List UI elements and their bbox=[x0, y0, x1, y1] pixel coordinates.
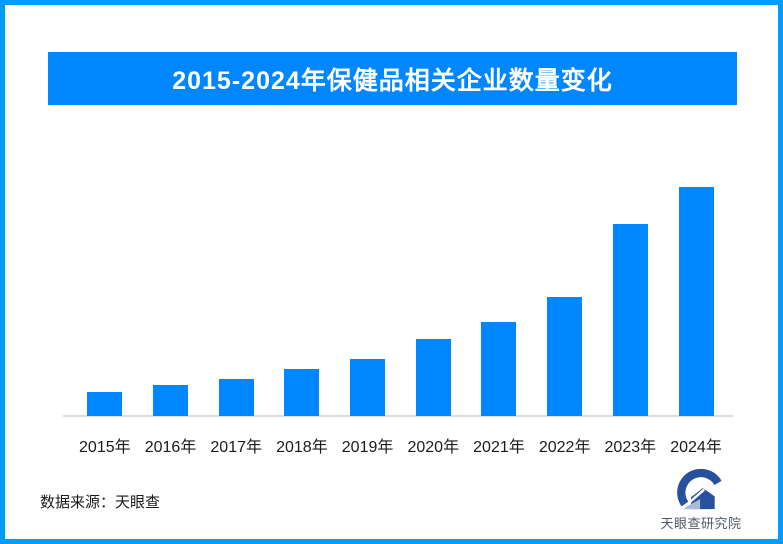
bar-2018年 bbox=[284, 369, 320, 416]
tianyancha-research-logo: 天眼查研究院 bbox=[659, 469, 743, 532]
bar-group-2020年: 2020年 bbox=[400, 187, 466, 457]
tianyancha-eye-icon bbox=[677, 469, 722, 511]
bar-group-2018年: 2018年 bbox=[269, 187, 335, 457]
x-tick-label-2019年: 2019年 bbox=[341, 439, 394, 456]
title-banner: 2015-2024年保健品相关企业数量变化 bbox=[48, 52, 737, 105]
bar-group-2023年: 2023年 bbox=[598, 187, 664, 457]
bar-2024年 bbox=[678, 187, 714, 416]
bar-2019年 bbox=[350, 359, 386, 416]
x-axis-line bbox=[63, 415, 733, 417]
x-tick-label-2022年: 2022年 bbox=[538, 439, 591, 456]
x-tick-label-2021年: 2021年 bbox=[473, 439, 525, 456]
bar-2020年 bbox=[415, 339, 451, 416]
bar-2023年 bbox=[612, 224, 648, 416]
bar-group-2016年: 2016年 bbox=[138, 187, 204, 457]
bar-2015年 bbox=[87, 392, 123, 416]
logo-caption: 天眼查研究院 bbox=[660, 516, 742, 531]
x-tick-label-2018年: 2018年 bbox=[276, 439, 328, 456]
x-tick-label-2020年: 2020年 bbox=[407, 439, 460, 456]
bar-2022年 bbox=[547, 296, 583, 416]
bar-group-2015年: 2015年 bbox=[72, 187, 138, 457]
bar-group-2021年: 2021年 bbox=[466, 187, 532, 457]
data-source-label: 数据来源：天眼查 bbox=[40, 494, 161, 511]
bar-2016年 bbox=[153, 385, 189, 416]
x-tick-label-2017年: 2017年 bbox=[210, 439, 263, 456]
x-tick-label-2016年: 2016年 bbox=[144, 439, 197, 456]
bar-2021年 bbox=[481, 322, 517, 416]
bar-groups: 2015年 2016年 2017年 2018年 2019年 2020年 2021年 2022年… bbox=[72, 187, 729, 457]
bar-group-2024年: 2024年 bbox=[663, 187, 729, 457]
x-tick-label-2024年: 2024年 bbox=[670, 439, 722, 456]
bar-group-2022年: 2022年 bbox=[532, 187, 598, 457]
bar-group-2017年: 2017年 bbox=[203, 187, 269, 457]
x-tick-label-2023年: 2023年 bbox=[604, 439, 657, 456]
bar-group-2019年: 2019年 bbox=[335, 187, 401, 457]
chart-title: 2015-2024年保健品相关企业数量变化 bbox=[172, 66, 613, 95]
bar-2017年 bbox=[218, 378, 254, 416]
x-tick-label-2015年: 2015年 bbox=[79, 439, 131, 456]
